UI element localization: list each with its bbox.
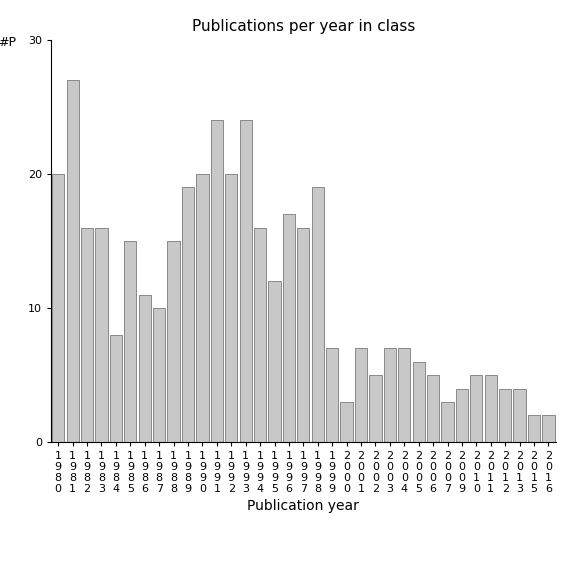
Bar <box>283 214 295 442</box>
Bar <box>95 227 108 442</box>
Bar <box>456 388 468 442</box>
Bar <box>485 375 497 442</box>
Bar <box>138 295 151 442</box>
Bar <box>81 227 93 442</box>
Y-axis label: #P: #P <box>0 36 16 49</box>
Bar <box>196 174 209 442</box>
Bar <box>211 120 223 442</box>
Bar <box>384 348 396 442</box>
Bar <box>514 388 526 442</box>
Bar <box>398 348 411 442</box>
Bar <box>470 375 483 442</box>
Bar <box>110 335 122 442</box>
Bar <box>52 174 65 442</box>
Bar <box>542 416 555 442</box>
Bar <box>499 388 511 442</box>
Bar <box>413 362 425 442</box>
Bar <box>124 241 137 442</box>
Bar <box>441 402 454 442</box>
Bar <box>312 187 324 442</box>
Bar <box>167 241 180 442</box>
Bar <box>225 174 238 442</box>
Bar <box>326 348 338 442</box>
Bar <box>153 308 166 442</box>
Bar <box>297 227 310 442</box>
Bar <box>340 402 353 442</box>
Bar <box>268 281 281 442</box>
Title: Publications per year in class: Publications per year in class <box>192 19 415 35</box>
Bar <box>528 416 540 442</box>
X-axis label: Publication year: Publication year <box>247 499 359 513</box>
Bar <box>182 187 194 442</box>
Bar <box>355 348 367 442</box>
Bar <box>239 120 252 442</box>
Bar <box>427 375 439 442</box>
Bar <box>254 227 266 442</box>
Bar <box>66 80 79 442</box>
Bar <box>369 375 382 442</box>
